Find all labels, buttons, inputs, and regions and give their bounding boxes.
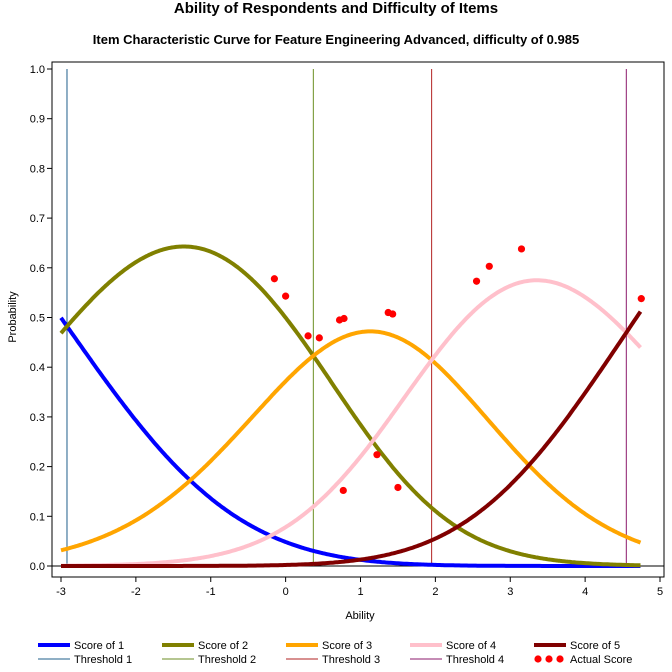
legend-label: Threshold 2 [198, 654, 256, 666]
x-tick-label: 4 [582, 586, 588, 598]
y-tick-label: 0.8 [30, 163, 45, 175]
actual-score-point [485, 262, 493, 270]
y-tick-label: 1.0 [30, 64, 45, 76]
x-tick-label: 3 [507, 586, 513, 598]
curves [59, 244, 643, 568]
x-tick-label: 0 [283, 586, 289, 598]
curve-score-of-4 [60, 278, 642, 568]
legend-dot [545, 655, 553, 663]
legend-label: Score of 4 [446, 640, 496, 652]
legend-label: Score of 5 [570, 640, 620, 652]
actual-score-point [394, 483, 402, 492]
legend-label: Threshold 3 [322, 654, 380, 666]
x-tick-label: 5 [657, 586, 663, 598]
actual-score-point [339, 486, 347, 495]
plot-frame [51, 61, 665, 578]
actual-score-point [373, 451, 381, 459]
legend-label: Actual Score [570, 654, 632, 666]
y-tick-label: 0.2 [30, 462, 45, 474]
threshold-lines [66, 69, 627, 566]
actual-score-point [282, 292, 290, 300]
actual-score-point [304, 332, 312, 340]
actual-score-point [340, 314, 348, 323]
legend: Score of 1 Score of 2 Score of 3 Score of 4… [38, 640, 632, 666]
x-tick-label: -2 [131, 586, 141, 598]
y-tick-label: 0.3 [30, 412, 45, 424]
y-axis-label: Probability [7, 291, 19, 343]
chart-title: Ability of Respondents and Difficulty of… [174, 0, 498, 17]
x-axis-label: Ability [345, 610, 375, 622]
legend-label: Score of 1 [74, 640, 124, 652]
curve-score-of-5 [60, 310, 643, 568]
legend-dot [534, 655, 542, 663]
actual-score-point [472, 277, 481, 285]
legend-label: Threshold 4 [446, 654, 504, 666]
x-tick-label: -1 [206, 586, 216, 598]
actual-score-point [270, 275, 278, 283]
y-tick-label: 0.0 [30, 561, 45, 573]
x-tick-label: 2 [432, 586, 438, 598]
y-tick-label: 0.6 [30, 263, 45, 275]
y-tick-label: 0.4 [30, 362, 45, 374]
actual-score-point [389, 310, 397, 318]
x-tick-label: 1 [357, 586, 363, 598]
curve-score-of-2 [59, 244, 641, 568]
y-tick-label: 0.1 [30, 511, 45, 523]
actual-score-point [517, 245, 526, 253]
legend-dot [556, 655, 564, 663]
x-tick-label: -3 [56, 586, 66, 598]
actual-score-point [315, 334, 323, 342]
legend-label: Score of 3 [322, 640, 372, 652]
actual-score-points [270, 245, 645, 495]
chart-subtitle: Item Characteristic Curve for Feature En… [93, 32, 579, 47]
curve-score-of-1 [59, 316, 641, 568]
legend-label: Score of 2 [198, 640, 248, 652]
y-tick-label: 0.5 [30, 313, 45, 325]
y-tick-label: 0.7 [30, 213, 45, 225]
y-tick-label: 0.9 [30, 114, 45, 126]
axis-ticks: -3 -2 -1 0 1 2 3 4 5 0.0 0.1 0.2 0.3 0.4 0.5 0.6 0.7 0.8 0… [30, 64, 664, 598]
curve-score-of-3 [60, 329, 642, 553]
legend-label: Threshold 1 [74, 654, 132, 666]
actual-score-point [637, 295, 645, 303]
